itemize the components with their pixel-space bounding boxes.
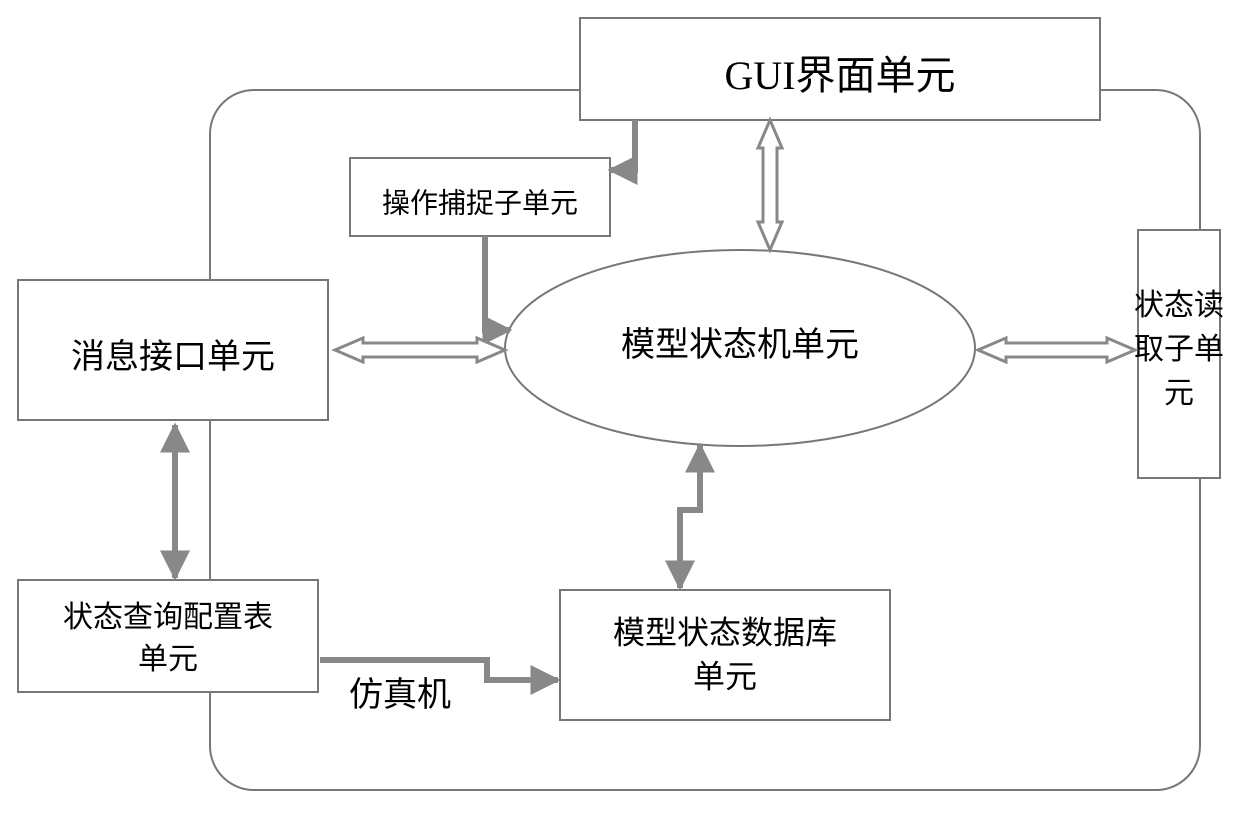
node-msg: 消息接口单元 <box>18 280 328 420</box>
edge-gui-capture <box>610 120 635 170</box>
node-reader: 状态读取子单元 <box>1134 230 1224 478</box>
node-label-capture: 操作捕捉子单元 <box>382 187 578 219</box>
node-gui: GUI界面单元 <box>580 18 1100 120</box>
node-label-reader-l1: 取子单 <box>1134 333 1224 366</box>
node-label-cfg-l0: 状态查询配置表 <box>63 601 273 634</box>
node-label-db-l1: 单元 <box>693 658 757 694</box>
node-label-reader-l2: 元 <box>1164 377 1194 410</box>
node-fsm: 模型状态机单元 <box>505 250 975 446</box>
node-label-cfg-l1: 单元 <box>138 643 198 676</box>
edge-msg-fsm <box>335 338 505 362</box>
node-label-fsm: 模型状态机单元 <box>621 326 859 364</box>
node-label-reader-l0: 状态读 <box>1134 289 1224 322</box>
node-cfg: 状态查询配置表单元 <box>18 580 318 692</box>
edge-fsm-reader <box>978 338 1135 362</box>
edge-db-fsm <box>680 445 700 588</box>
node-capture: 操作捕捉子单元 <box>350 158 610 236</box>
node-db: 模型状态数据库单元 <box>560 590 890 720</box>
node-label-msg: 消息接口单元 <box>71 338 275 376</box>
edge-capture-fsm <box>485 236 510 330</box>
container-label: 仿真机 <box>349 676 451 714</box>
edge-gui-fsm <box>758 120 782 250</box>
node-label-gui: GUI界面单元 <box>724 53 955 98</box>
node-label-db-l0: 模型状态数据库 <box>613 614 837 650</box>
